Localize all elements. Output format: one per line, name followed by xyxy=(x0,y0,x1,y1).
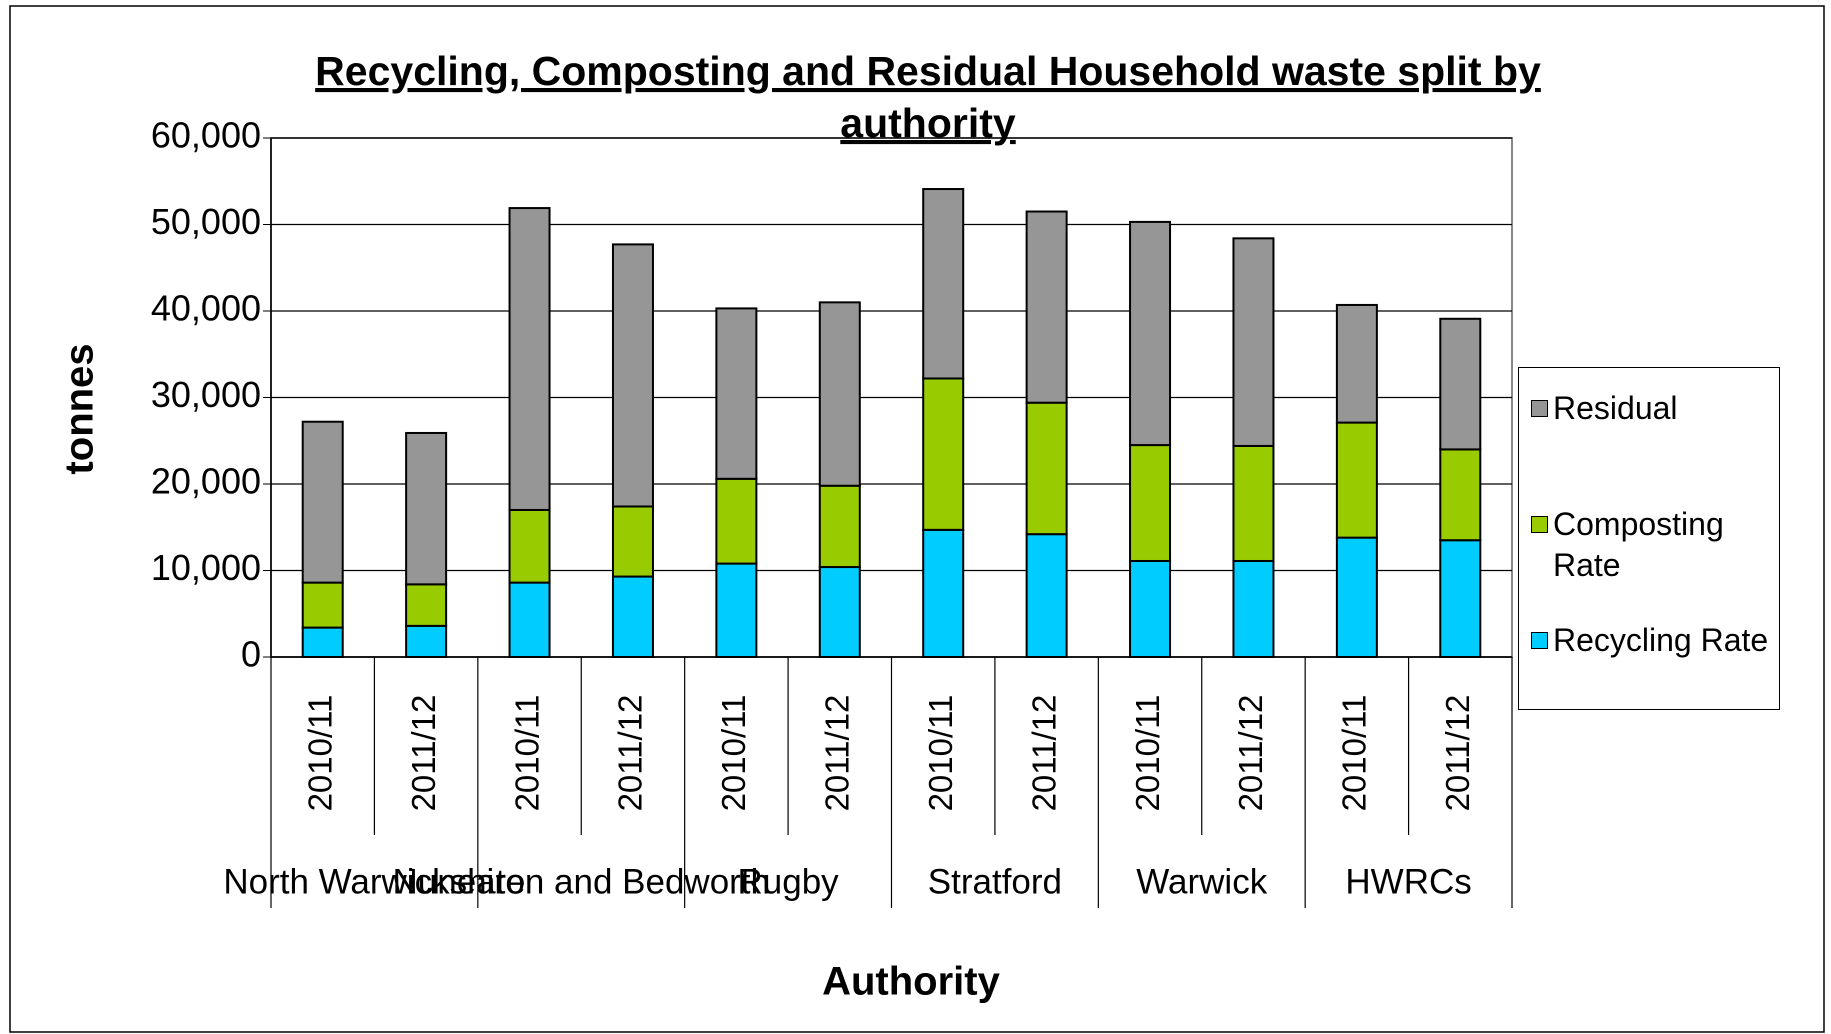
bar-segment xyxy=(818,566,861,658)
y-axis-title: tonnes xyxy=(58,343,102,474)
bar-segment xyxy=(715,562,758,659)
bar-segment xyxy=(1232,444,1275,562)
chart-title: Recycling, Composting and Residual House… xyxy=(315,48,1541,146)
y-tick-label: 10,000 xyxy=(151,547,261,588)
bar-segment xyxy=(611,505,654,578)
bar-segment xyxy=(922,377,965,531)
x-tick-label: 2011/12 xyxy=(1439,695,1476,812)
x-tick-label: 2011/12 xyxy=(819,695,856,812)
bar-segment xyxy=(1439,317,1482,451)
x-tick-label: 2010/11 xyxy=(922,695,959,812)
group-label: Nuneaton and Bedworth xyxy=(393,862,771,901)
group-label: Rugby xyxy=(737,862,839,901)
x-tick-label: 2010/11 xyxy=(1129,695,1166,812)
bar-segment xyxy=(405,431,448,586)
legend-label: Residual xyxy=(1553,390,1678,426)
bar-segment xyxy=(922,528,965,658)
y-tick-label: 60,000 xyxy=(151,115,261,156)
bar-segment xyxy=(1025,210,1068,404)
bar-segment xyxy=(301,581,344,629)
x-tick-label: 2010/11 xyxy=(1336,695,1373,812)
bar-segment xyxy=(715,477,758,565)
bar-segment xyxy=(405,624,448,658)
legend: Residual Composting Rate Recycling Rate xyxy=(1518,367,1780,710)
bar-segment xyxy=(301,626,344,659)
legend-entry: Composting Rate xyxy=(1531,504,1771,586)
x-tick-label: 2010/11 xyxy=(508,695,545,812)
bar-segment xyxy=(1025,401,1068,536)
y-tick-label: 50,000 xyxy=(151,201,261,242)
y-tick-label: 0 xyxy=(241,634,261,675)
legend-label: Recycling Rate xyxy=(1553,622,1769,658)
bar-segment xyxy=(1335,536,1378,659)
group-label: HWRCs xyxy=(1345,862,1471,901)
bar-segment xyxy=(611,243,654,508)
legend-entry: Residual xyxy=(1531,388,1771,429)
bar-segment xyxy=(715,307,758,480)
title-line: Recycling, Composting and Residual House… xyxy=(315,48,1541,94)
bar-segment xyxy=(611,575,654,658)
legend-label: Composting Rate xyxy=(1553,506,1724,583)
legend-swatch xyxy=(1531,516,1548,533)
y-tick-label: 40,000 xyxy=(151,288,261,329)
y-tick-label: 20,000 xyxy=(151,461,261,502)
bar-segment xyxy=(818,301,861,487)
bar-segment xyxy=(301,420,344,584)
legend-swatch xyxy=(1531,632,1548,649)
bar-segment xyxy=(922,188,965,380)
title-line: authority xyxy=(840,100,1016,146)
x-tick-label: 2010/11 xyxy=(715,695,752,812)
bar-segment xyxy=(1232,237,1275,447)
x-tick-label: 2010/11 xyxy=(301,695,338,812)
bar-segment xyxy=(508,581,551,658)
bar-segment xyxy=(508,508,551,584)
bar-segment xyxy=(818,484,861,569)
x-tick-label: 2011/12 xyxy=(612,695,649,812)
x-axis-title: Authority xyxy=(822,960,1001,1004)
x-tick-label: 2011/12 xyxy=(405,695,442,812)
bar-segment xyxy=(1129,559,1172,658)
x-tick-label: 2011/12 xyxy=(1025,695,1062,812)
bar-segment xyxy=(1025,533,1068,658)
bar-segment xyxy=(1129,444,1172,562)
bar-segment xyxy=(1439,448,1482,542)
bar-segment xyxy=(1232,559,1275,658)
group-label: Stratford xyxy=(928,862,1062,901)
bar-segment xyxy=(1129,220,1172,447)
legend-swatch xyxy=(1531,400,1548,417)
bar-segment xyxy=(1439,539,1482,658)
legend-entry: Recycling Rate xyxy=(1531,620,1771,661)
bar-segment xyxy=(508,207,551,511)
bar-segment xyxy=(1335,421,1378,539)
group-label: North Warwickshire xyxy=(223,862,525,901)
group-label: Warwick xyxy=(1136,862,1267,901)
x-tick-label: 2011/12 xyxy=(1232,695,1269,812)
bar-segment xyxy=(1335,303,1378,424)
chart-frame xyxy=(9,5,1825,1033)
bar-segment xyxy=(405,583,448,627)
y-tick-label: 30,000 xyxy=(151,374,261,415)
